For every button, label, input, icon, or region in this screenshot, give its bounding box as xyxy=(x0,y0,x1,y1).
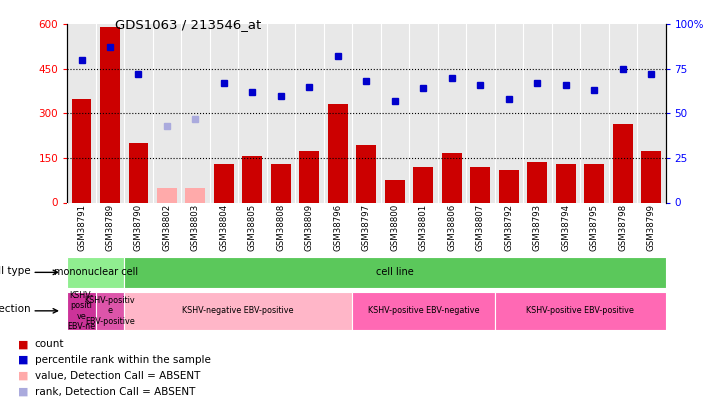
Text: GSM38800: GSM38800 xyxy=(390,204,399,251)
Text: ■: ■ xyxy=(18,339,29,349)
Bar xyxy=(157,188,177,202)
Text: KSHV-
positi
ve
EBV-ne: KSHV- positi ve EBV-ne xyxy=(67,291,96,331)
Bar xyxy=(299,151,319,202)
Bar xyxy=(124,292,352,330)
Bar xyxy=(584,164,604,202)
Text: GSM38798: GSM38798 xyxy=(618,204,627,251)
Text: GSM38801: GSM38801 xyxy=(419,204,428,251)
Text: GSM38793: GSM38793 xyxy=(533,204,542,251)
Text: GSM38796: GSM38796 xyxy=(333,204,343,251)
Bar xyxy=(67,292,96,330)
Text: cell line: cell line xyxy=(376,267,413,277)
Text: GSM38794: GSM38794 xyxy=(561,204,571,251)
Bar xyxy=(242,156,263,202)
Text: GSM38797: GSM38797 xyxy=(362,204,371,251)
Text: GSM38804: GSM38804 xyxy=(219,204,229,251)
Text: percentile rank within the sample: percentile rank within the sample xyxy=(35,354,210,364)
Bar xyxy=(527,162,547,202)
Text: ■: ■ xyxy=(18,354,29,364)
Bar xyxy=(185,188,205,202)
Bar xyxy=(352,292,495,330)
Bar xyxy=(96,292,124,330)
Text: cell type: cell type xyxy=(0,266,30,276)
Bar xyxy=(214,164,234,202)
Bar xyxy=(499,170,519,202)
Text: mononuclear cell: mononuclear cell xyxy=(54,267,138,277)
Text: GSM38795: GSM38795 xyxy=(590,204,599,251)
Text: count: count xyxy=(35,339,64,349)
Text: GSM38802: GSM38802 xyxy=(162,204,171,251)
Bar xyxy=(556,164,576,202)
Text: GSM38790: GSM38790 xyxy=(134,204,143,251)
Text: GSM38809: GSM38809 xyxy=(305,204,314,251)
Text: GSM38808: GSM38808 xyxy=(276,204,285,251)
Bar xyxy=(641,151,661,202)
Bar xyxy=(442,153,462,202)
Text: KSHV-positive EBV-negative: KSHV-positive EBV-negative xyxy=(367,306,479,315)
Text: ■: ■ xyxy=(18,371,29,381)
Bar xyxy=(613,124,633,202)
Text: GSM38805: GSM38805 xyxy=(248,204,257,251)
Text: rank, Detection Call = ABSENT: rank, Detection Call = ABSENT xyxy=(35,387,195,396)
Text: GDS1063 / 213546_at: GDS1063 / 213546_at xyxy=(115,18,261,31)
Bar xyxy=(413,167,433,202)
Bar xyxy=(100,27,120,202)
Bar xyxy=(67,257,124,288)
Text: value, Detection Call = ABSENT: value, Detection Call = ABSENT xyxy=(35,371,200,381)
Bar xyxy=(72,98,91,202)
Text: KSHV-positiv
e
EBV-positive: KSHV-positiv e EBV-positive xyxy=(85,296,135,326)
Text: GSM38791: GSM38791 xyxy=(77,204,86,251)
Bar xyxy=(385,180,405,202)
Bar xyxy=(495,292,666,330)
Bar xyxy=(271,164,291,202)
Bar xyxy=(129,143,149,202)
Text: KSHV-positive EBV-positive: KSHV-positive EBV-positive xyxy=(526,306,634,315)
Text: GSM38807: GSM38807 xyxy=(476,204,485,251)
Bar xyxy=(470,167,491,202)
Text: GSM38789: GSM38789 xyxy=(105,204,115,251)
Text: GSM38799: GSM38799 xyxy=(647,204,656,251)
Text: KSHV-negative EBV-positive: KSHV-negative EBV-positive xyxy=(183,306,294,315)
Text: GSM38806: GSM38806 xyxy=(447,204,457,251)
Text: GSM38803: GSM38803 xyxy=(191,204,200,251)
Text: ■: ■ xyxy=(18,387,29,396)
Bar xyxy=(328,104,348,202)
Text: GSM38792: GSM38792 xyxy=(504,204,513,251)
Bar xyxy=(356,145,377,202)
Text: infection: infection xyxy=(0,304,30,314)
